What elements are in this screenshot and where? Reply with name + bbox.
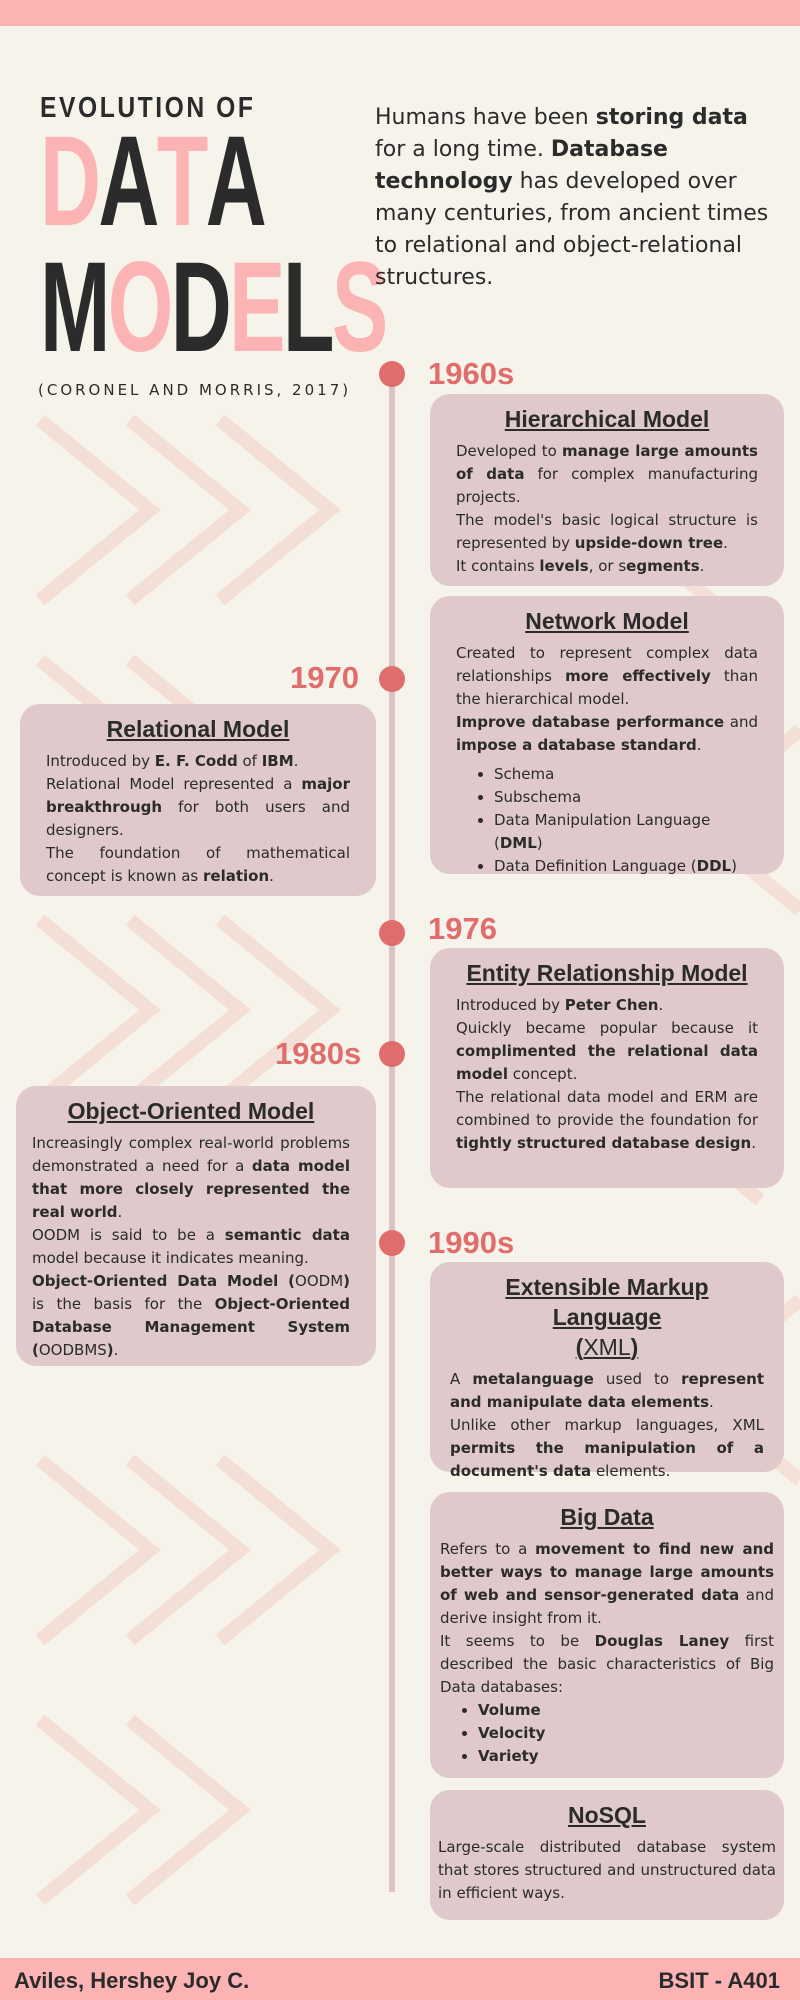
card-text: Created to represent complex data relati… [456,644,758,708]
card-title: NoSQL [568,1802,646,1828]
card-text: Introduced by Peter Chen. [456,996,664,1014]
card-title: Object-Oriented Model [67,1098,315,1124]
year-label-1970: 1970 [290,660,359,695]
card-text: Introduced by E. F. Codd of IBM. [46,752,299,770]
card-nosql: NoSQL Large-scale distributed database s… [430,1790,784,1920]
card-text: Developed to manage large amounts of dat… [456,442,758,506]
title-letter: D [170,236,232,379]
author-name: Aviles, Hershey Joy C. [14,1968,250,1993]
citation: (CORONEL AND MORRIS, 2017) [38,381,352,399]
card-title: Extensible Markup Language (XML) [505,1274,709,1360]
card-entity-relationship-model: Entity Relationship Model Introduced by … [430,948,784,1188]
card-text: Large-scale distributed database system … [438,1838,776,1902]
card-text: Increasingly complex real-world problems… [32,1134,350,1221]
card-title: Entity Relationship Model [466,960,748,986]
timeline-dot [379,920,405,946]
title-letter: O [107,236,174,379]
top-banner [0,0,800,26]
card-hierarchical-model: Hierarchical Model Developed to manage l… [430,394,784,586]
network-list: Schema Subschema Data Manipulation Langu… [456,763,758,878]
title-word-data: DATA [40,110,267,253]
year-label-1980s: 1980s [275,1036,362,1071]
year-label-1990s: 1990s [428,1225,515,1260]
card-text: It seems to be Douglas Laney first descr… [440,1632,774,1696]
list-item: Volume [478,1699,774,1722]
title-letter: A [205,110,267,253]
timeline-dot [379,361,405,387]
title-letter: D [40,110,101,253]
list-item: Variety [478,1745,774,1768]
card-title: Hierarchical Model [504,406,710,432]
card-big-data: Big Data Refers to a movement to find ne… [430,1492,784,1778]
card-text: OODM is said to be a semantic data model… [32,1226,350,1267]
card-text: The model's basic logical structure is r… [456,511,758,552]
title-word-models: MODELS [40,236,388,379]
card-text: The foundation of mathematical concept i… [46,844,350,885]
card-text: Quickly became popular because it compli… [456,1019,758,1083]
timeline-line [389,372,395,1892]
card-text: Improve database performance and impose … [456,713,758,754]
card-text: Unlike other markup languages, XML permi… [450,1416,764,1480]
list-item: Subschema [494,786,758,809]
card-text: The relational data model and ERM are co… [456,1088,758,1152]
title-letter: T [156,110,209,253]
list-item: Velocity [478,1722,774,1745]
title-letter: L [282,236,335,379]
card-text: Refers to a movement to find new and bet… [440,1540,775,1627]
footer-banner: Aviles, Hershey Joy C. BSIT - A401 [0,1958,800,2000]
card-network-model: Network Model Created to represent compl… [430,596,784,875]
title-letter: E [229,236,285,379]
title-letter: M [40,236,110,379]
card-relational-model: Relational Model Introduced by E. F. Cod… [20,704,376,896]
card-title: Network Model [525,608,689,634]
list-item: Data Manipulation Language (DML) [494,809,758,855]
card-text: Object-Oriented Data Model (OODM) is the… [32,1272,350,1359]
card-title: Relational Model [106,716,290,742]
card-title: Big Data [560,1504,654,1530]
card-object-oriented-model: Object-Oriented Model Increasingly compl… [16,1086,376,1366]
timeline-dot [379,1041,405,1067]
list-item: Schema [494,763,758,786]
class-section: BSIT - A401 [658,1968,780,1993]
timeline-dot [379,1230,405,1256]
year-label-1960s: 1960s [428,356,515,391]
intro-paragraph: Humans have been storing data for a long… [375,105,769,290]
card-text: It contains levels, or segments. [456,557,705,575]
title-letter: S [331,236,388,379]
title-evolution-of: EVOLUTION OF [40,92,256,124]
list-item: Data Definition Language (DDL) [494,855,758,878]
card-text: A metalanguage used to represent and man… [450,1370,764,1411]
big-data-list: Volume Velocity Variety [440,1699,774,1768]
card-text: Relational Model represented a major bre… [46,775,350,839]
card-xml: Extensible Markup Language (XML) A metala… [430,1262,784,1480]
year-label-1976: 1976 [428,911,497,946]
timeline-dot [379,666,405,692]
title-letter: A [98,110,159,253]
